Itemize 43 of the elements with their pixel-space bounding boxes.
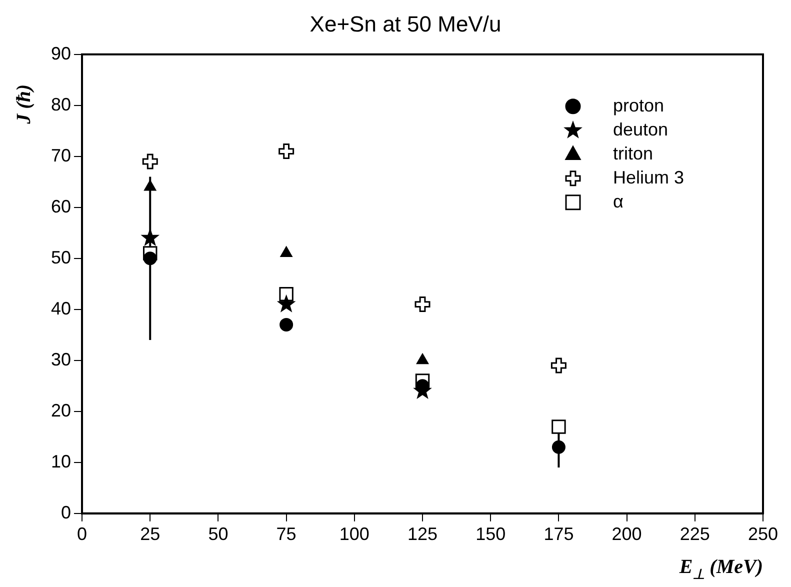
x-tick-label: 200	[612, 524, 642, 544]
x-tick-label: 250	[748, 524, 778, 544]
legend-label: triton	[613, 143, 654, 164]
x-tick-label: 150	[476, 524, 506, 544]
x-tick-label: 25	[140, 524, 160, 544]
chart-title: Xe+Sn at 50 MeV/u	[310, 11, 502, 36]
y-tick-label: 70	[50, 145, 72, 166]
point	[279, 286, 294, 302]
x-tick-label: 125	[407, 524, 438, 544]
y-axis-title: J (ħ)	[13, 84, 35, 125]
y-tick-label: 0	[61, 502, 72, 522]
x-tick-label: 50	[208, 524, 228, 544]
legend-label: proton	[613, 95, 664, 116]
legend-label: Helium 3	[613, 167, 684, 188]
y-tick-label: 40	[50, 298, 72, 318]
point	[143, 252, 157, 266]
x-axis-title: E⊥ (MeV)	[678, 556, 764, 583]
x-tick-label: 100	[339, 524, 370, 544]
point	[144, 180, 156, 191]
y-tick-label: 30	[50, 349, 72, 370]
x-tick-label: 0	[77, 524, 88, 544]
y-tick-label: 20	[50, 400, 72, 420]
legend-label: deuton	[613, 119, 668, 140]
point	[280, 318, 294, 332]
y-tick-label: 50	[50, 247, 72, 268]
y-tick-label: 10	[50, 451, 72, 472]
point	[142, 154, 158, 170]
point	[550, 358, 566, 374]
x-tick-label: 75	[276, 524, 296, 544]
point	[552, 420, 566, 434]
point	[416, 354, 428, 364]
point	[280, 246, 292, 258]
point	[142, 230, 158, 245]
point	[278, 296, 294, 312]
point	[414, 296, 430, 312]
x-tick-label: 175	[544, 524, 574, 544]
y-tick-label: 60	[50, 196, 72, 216]
y-tick-label: 90	[50, 43, 72, 64]
point	[552, 440, 566, 454]
x-tick-label: 225	[680, 524, 710, 544]
y-tick-label: 80	[50, 94, 72, 114]
point	[278, 144, 294, 160]
legend-label: α	[613, 191, 624, 212]
